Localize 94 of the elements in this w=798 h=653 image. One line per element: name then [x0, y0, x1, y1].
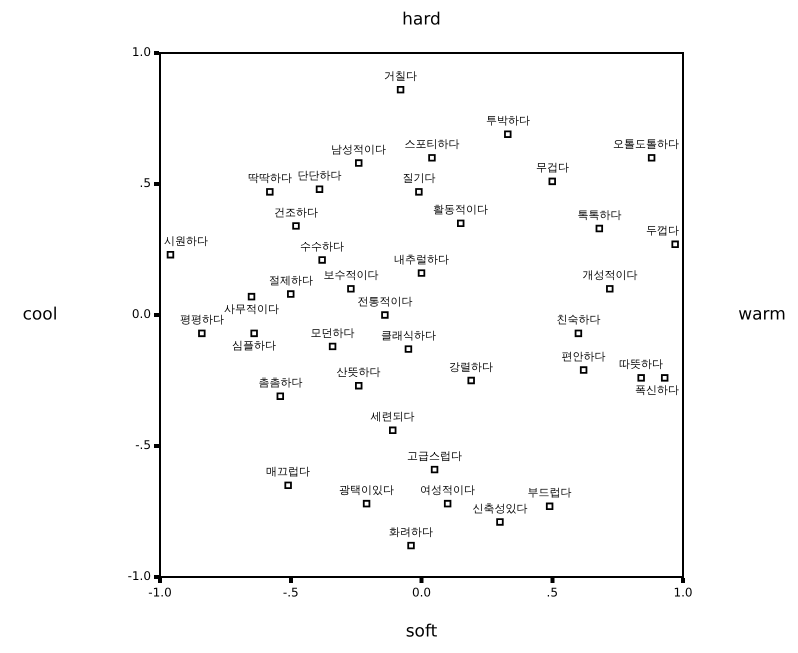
point	[660, 374, 668, 382]
point	[362, 500, 370, 508]
annotation: 폭신하다	[635, 384, 679, 397]
annotation: 부드럽다	[528, 486, 572, 500]
point	[284, 482, 292, 490]
x-axis-title: soft	[406, 621, 438, 642]
y-tick-label: .5	[140, 176, 151, 190]
point	[316, 186, 324, 193]
annotation: 촘촘하다	[258, 376, 302, 390]
annotation: 화려하다	[389, 525, 434, 538]
point	[198, 330, 206, 338]
annotation: 무겁다	[536, 161, 569, 174]
annotation: 남성적이다	[331, 142, 386, 156]
annotation: 스포티하다	[404, 138, 460, 151]
annotation: 산뜻하다	[336, 366, 381, 379]
point	[548, 178, 556, 186]
point	[318, 256, 326, 264]
point	[606, 285, 614, 293]
point	[496, 518, 504, 526]
annotation: 시원하다	[164, 234, 208, 248]
point	[248, 292, 256, 300]
annotation: 단단하다	[298, 169, 342, 182]
point	[166, 251, 174, 258]
x-tick-label: -1.0	[148, 585, 172, 600]
point	[430, 466, 438, 474]
y-tick-label: -.5	[135, 438, 151, 452]
point	[266, 188, 274, 196]
point	[287, 290, 294, 298]
point	[671, 240, 679, 248]
x-tick-label: 1.0	[673, 585, 693, 600]
point	[580, 366, 588, 374]
point	[418, 269, 426, 277]
point	[428, 154, 436, 162]
chart-title: hard	[402, 9, 441, 30]
point	[546, 502, 554, 510]
point	[504, 130, 512, 138]
annotation: 오톨도톨하다	[613, 138, 679, 151]
annotation: 질기다	[402, 172, 436, 185]
annotation: 보수적이다	[323, 268, 378, 282]
y2-axis-title: warm	[738, 304, 786, 324]
point	[596, 224, 604, 232]
annotation: 친숙하다	[556, 313, 600, 326]
point	[355, 382, 362, 390]
annotation: 매끄럽다	[266, 465, 310, 478]
annotation: 고급스럽다	[407, 449, 462, 462]
annotation: 수수하다	[300, 240, 344, 253]
annotation: 모던하다	[310, 326, 355, 340]
annotation: 내추럴하다	[394, 252, 449, 266]
annotation: 전통적이다	[357, 294, 412, 308]
annotation: 따뜻하다	[619, 358, 664, 371]
annotation: 신축성있다	[472, 502, 528, 515]
point	[355, 159, 362, 167]
annotation: 사무적이다	[224, 302, 280, 316]
annotation: 절제하다	[268, 274, 313, 287]
point	[648, 154, 656, 162]
annotation: 심플하다	[232, 339, 276, 352]
point	[407, 542, 415, 550]
x-tick-label: -.5	[282, 585, 299, 600]
point	[637, 374, 645, 382]
annotation: 개성적이다	[582, 268, 638, 282]
point	[467, 376, 475, 384]
annotation: 건조하다	[274, 206, 318, 219]
annotation: 편안하다	[562, 350, 606, 363]
point	[328, 342, 336, 350]
point	[415, 188, 423, 196]
point	[404, 345, 412, 353]
annotation: 톡톡하다	[577, 208, 622, 222]
point	[574, 330, 582, 338]
point	[276, 392, 284, 400]
annotation: 거칠다	[384, 70, 418, 83]
point	[396, 86, 404, 94]
y-axis-title: cool	[22, 304, 58, 324]
point	[456, 220, 464, 228]
annotation: 두껍다	[646, 224, 679, 238]
annotation: 활동적이다	[433, 203, 488, 216]
y-tick-label: 0.0	[132, 307, 151, 322]
annotation: 클래식하다	[380, 328, 436, 342]
y-tick-label: -1.0	[128, 569, 151, 584]
point	[381, 311, 389, 319]
annotation: 광택이있다	[339, 484, 394, 496]
annotation: 평평하다	[180, 313, 224, 326]
x-tick-label: .5	[546, 585, 558, 600]
point	[347, 285, 355, 293]
annotation: 투박하다	[486, 114, 530, 128]
point	[250, 330, 258, 338]
annotation: 여성적이다	[420, 484, 476, 496]
point	[389, 426, 396, 434]
point	[444, 500, 452, 508]
annotation: 딱딱하다	[248, 172, 292, 185]
point	[292, 222, 300, 230]
annotation: 세련되다	[370, 410, 415, 424]
annotation: 강렬하다	[449, 360, 494, 374]
y-tick-label: 1.0	[132, 45, 151, 60]
x-tick-label: 0.0	[412, 585, 432, 600]
